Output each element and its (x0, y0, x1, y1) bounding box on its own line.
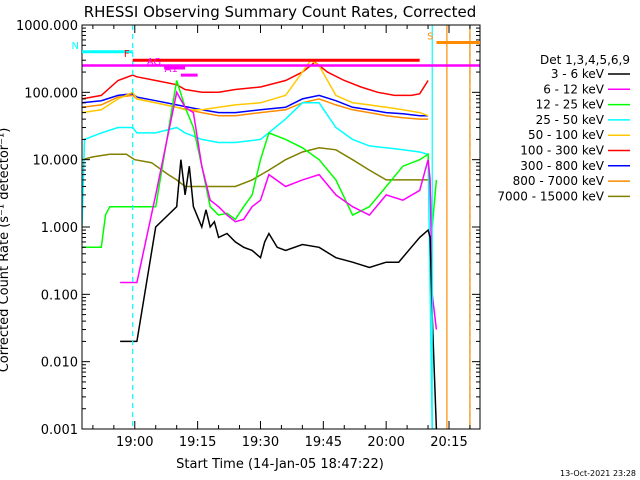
y-tick-label: 100.000 (24, 86, 78, 101)
x-tick-label: 20:00 (367, 435, 404, 450)
x-tick-label: 19:30 (242, 435, 279, 450)
series-line-12-25-kev (82, 80, 438, 249)
legend-item-label: 100 - 300 keV (520, 144, 604, 158)
legend-item-label: 25 - 50 keV (536, 113, 605, 127)
y-tick-label: 0.100 (41, 288, 78, 303)
series-layer (82, 59, 438, 429)
annotation-label-f: F (124, 49, 130, 60)
y-tick-label: 1000.000 (16, 19, 78, 34)
x-tick-label: 19:45 (305, 435, 342, 450)
reference-lines-layer (82, 25, 480, 429)
series-line-6-12-kev (120, 90, 438, 330)
series-line-100-300-kev (82, 61, 429, 100)
y-tick-label: 1.000 (41, 221, 78, 236)
y-tick-label: 0.010 (41, 356, 78, 371)
legend-item-label: 3 - 6 keV (551, 67, 605, 81)
y-tick-label: 0.001 (41, 423, 78, 438)
series-line-800-7000-kev (82, 94, 429, 120)
x-tick-label: 19:15 (179, 435, 216, 450)
series-line-7000-15000-kev (82, 147, 429, 188)
y-axis-label: Corrected Count Rate (s⁻¹ detector⁻¹) (0, 128, 12, 373)
annotation-label-s: S (427, 31, 433, 42)
y-tick-label: 10.000 (33, 154, 79, 169)
series-line-25-50-kev (82, 102, 437, 429)
legend-item-label: 12 - 25 keV (536, 98, 605, 112)
legend-item-label: 7000 - 15000 keV (497, 189, 604, 203)
series-line-3-6-kev (120, 159, 438, 429)
axes-layer: 1000.000 100.000 10.000 1.000 0.100 0.010 0.00… (16, 19, 480, 450)
legend-item-label: 800 - 7000 keV (513, 174, 605, 188)
x-axis-label: Start Time (14-Jan-05 18:47:22) (176, 457, 384, 472)
annotation-layer: N F AG A1 S (72, 31, 480, 77)
series-line-50-100-kev (82, 59, 429, 117)
annotation-label-a1: A1 (165, 64, 178, 75)
legend-item-label: 50 - 100 keV (528, 128, 605, 142)
annotation-label-ag: AG (147, 57, 161, 68)
legend-item-label: 300 - 800 keV (520, 159, 604, 173)
x-tick-label: 20:15 (430, 435, 467, 450)
plot-frame (81, 24, 481, 430)
legend-title: Det 1,3,4,5,6,9 (540, 53, 630, 67)
annotation-label-n: N (72, 41, 79, 52)
x-tick-label: 19:00 (116, 435, 153, 450)
legend-item-label: 6 - 12 keV (543, 82, 605, 96)
chart-title: RHESSI Observing Summary Count Rates, Co… (84, 3, 477, 21)
timestamp: 13-Oct-2021 23:28 (560, 469, 636, 478)
